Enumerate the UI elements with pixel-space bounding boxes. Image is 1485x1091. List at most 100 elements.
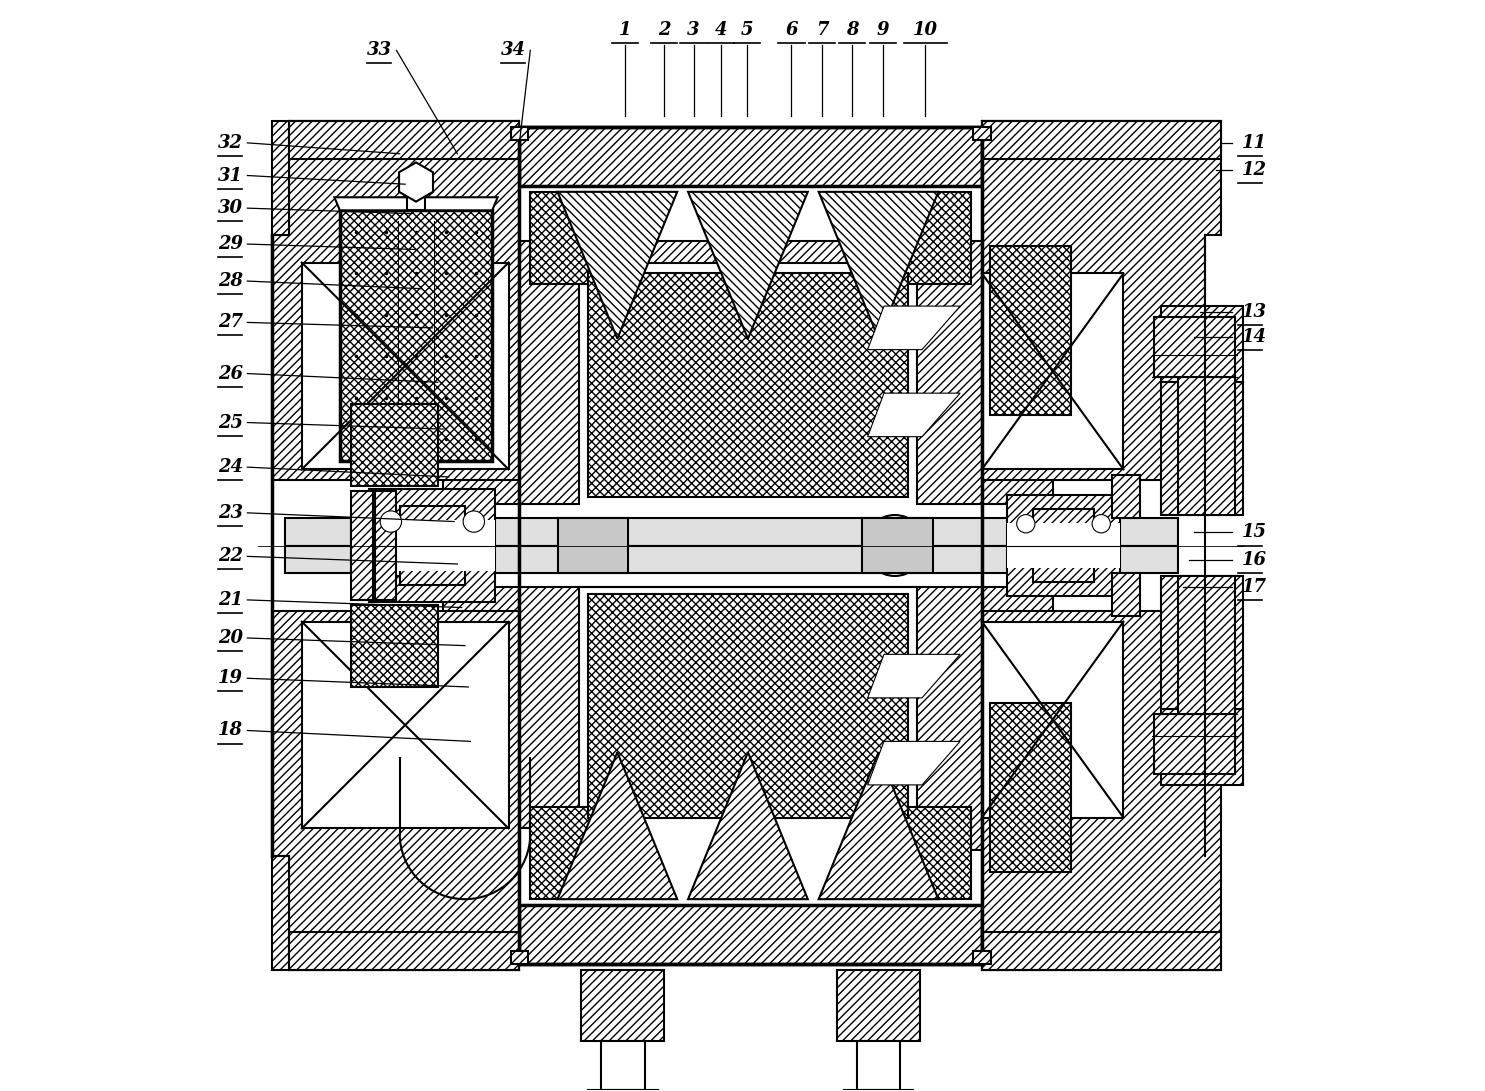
Circle shape: [380, 511, 401, 532]
Polygon shape: [272, 611, 520, 970]
Polygon shape: [838, 970, 919, 1041]
Polygon shape: [520, 127, 982, 187]
Text: 26: 26: [218, 364, 244, 383]
Text: 3: 3: [688, 22, 699, 39]
Text: 19: 19: [218, 669, 244, 687]
Text: 12: 12: [1241, 161, 1267, 179]
Polygon shape: [867, 307, 961, 349]
Bar: [1007, 523, 1120, 568]
Text: 9: 9: [876, 22, 890, 39]
Polygon shape: [582, 970, 664, 1041]
Polygon shape: [982, 274, 1123, 469]
Polygon shape: [530, 806, 622, 899]
Text: 17: 17: [1241, 578, 1267, 596]
Polygon shape: [843, 1090, 913, 1091]
Polygon shape: [443, 587, 1053, 850]
Polygon shape: [982, 121, 1221, 480]
Text: 10: 10: [913, 22, 939, 39]
Polygon shape: [1154, 317, 1236, 376]
Bar: [557, 518, 628, 573]
Polygon shape: [272, 855, 288, 970]
Text: 16: 16: [1241, 551, 1267, 568]
Bar: [285, 546, 1178, 573]
Polygon shape: [557, 753, 677, 899]
Polygon shape: [982, 611, 1221, 970]
Polygon shape: [818, 753, 939, 899]
Text: 8: 8: [846, 22, 858, 39]
Circle shape: [864, 515, 925, 576]
Text: 31: 31: [218, 167, 244, 184]
Text: 13: 13: [1241, 302, 1267, 321]
Text: 11: 11: [1241, 134, 1267, 152]
Polygon shape: [1034, 546, 1094, 583]
Polygon shape: [1007, 546, 1120, 597]
Polygon shape: [989, 247, 1071, 415]
Polygon shape: [370, 546, 496, 602]
Polygon shape: [1007, 494, 1120, 546]
Polygon shape: [867, 742, 961, 784]
Polygon shape: [982, 121, 1221, 159]
Polygon shape: [879, 192, 971, 285]
Text: 6: 6: [786, 22, 797, 39]
Bar: [511, 951, 529, 964]
Bar: [285, 518, 1178, 546]
Text: 18: 18: [218, 721, 244, 740]
Bar: [1112, 475, 1139, 518]
Bar: [374, 491, 396, 600]
Text: 15: 15: [1241, 524, 1267, 541]
Polygon shape: [601, 1041, 644, 1090]
Polygon shape: [370, 489, 496, 546]
Polygon shape: [818, 192, 939, 338]
Polygon shape: [588, 595, 907, 817]
Polygon shape: [288, 932, 520, 970]
Text: 4: 4: [714, 22, 728, 39]
Text: 20: 20: [218, 630, 244, 647]
Polygon shape: [1161, 576, 1243, 709]
Text: 29: 29: [218, 235, 244, 253]
Polygon shape: [399, 506, 465, 546]
Bar: [350, 606, 438, 687]
Polygon shape: [867, 655, 961, 698]
Polygon shape: [272, 121, 520, 480]
Text: 2: 2: [658, 22, 670, 39]
Text: 5: 5: [741, 22, 753, 39]
Bar: [1112, 573, 1139, 616]
Text: 30: 30: [218, 200, 244, 217]
Polygon shape: [443, 241, 1053, 504]
Bar: [370, 520, 496, 571]
Polygon shape: [1161, 709, 1243, 784]
Polygon shape: [301, 263, 508, 469]
Polygon shape: [1178, 349, 1236, 515]
Polygon shape: [301, 622, 508, 828]
Text: 27: 27: [218, 313, 244, 332]
Polygon shape: [982, 932, 1221, 970]
Polygon shape: [399, 163, 434, 202]
Polygon shape: [989, 704, 1071, 872]
Text: 7: 7: [815, 22, 829, 39]
Bar: [863, 518, 933, 573]
Text: 25: 25: [218, 413, 244, 432]
Polygon shape: [557, 192, 677, 338]
Polygon shape: [588, 274, 907, 496]
Text: 1: 1: [619, 22, 631, 39]
Bar: [350, 491, 373, 600]
Bar: [973, 951, 990, 964]
Polygon shape: [520, 904, 982, 964]
Polygon shape: [1154, 715, 1236, 774]
Polygon shape: [879, 806, 971, 899]
Text: 14: 14: [1241, 327, 1267, 346]
Bar: [511, 127, 529, 140]
Text: 28: 28: [218, 272, 244, 290]
Text: 21: 21: [218, 591, 244, 609]
Text: 22: 22: [218, 548, 244, 565]
Polygon shape: [1161, 382, 1243, 515]
Circle shape: [463, 511, 484, 532]
Polygon shape: [982, 622, 1123, 817]
Polygon shape: [688, 192, 808, 338]
Polygon shape: [1034, 508, 1094, 546]
Bar: [407, 183, 425, 211]
Text: 34: 34: [500, 41, 526, 59]
Polygon shape: [1178, 576, 1236, 742]
Circle shape: [1091, 515, 1111, 532]
Text: 23: 23: [218, 504, 244, 521]
